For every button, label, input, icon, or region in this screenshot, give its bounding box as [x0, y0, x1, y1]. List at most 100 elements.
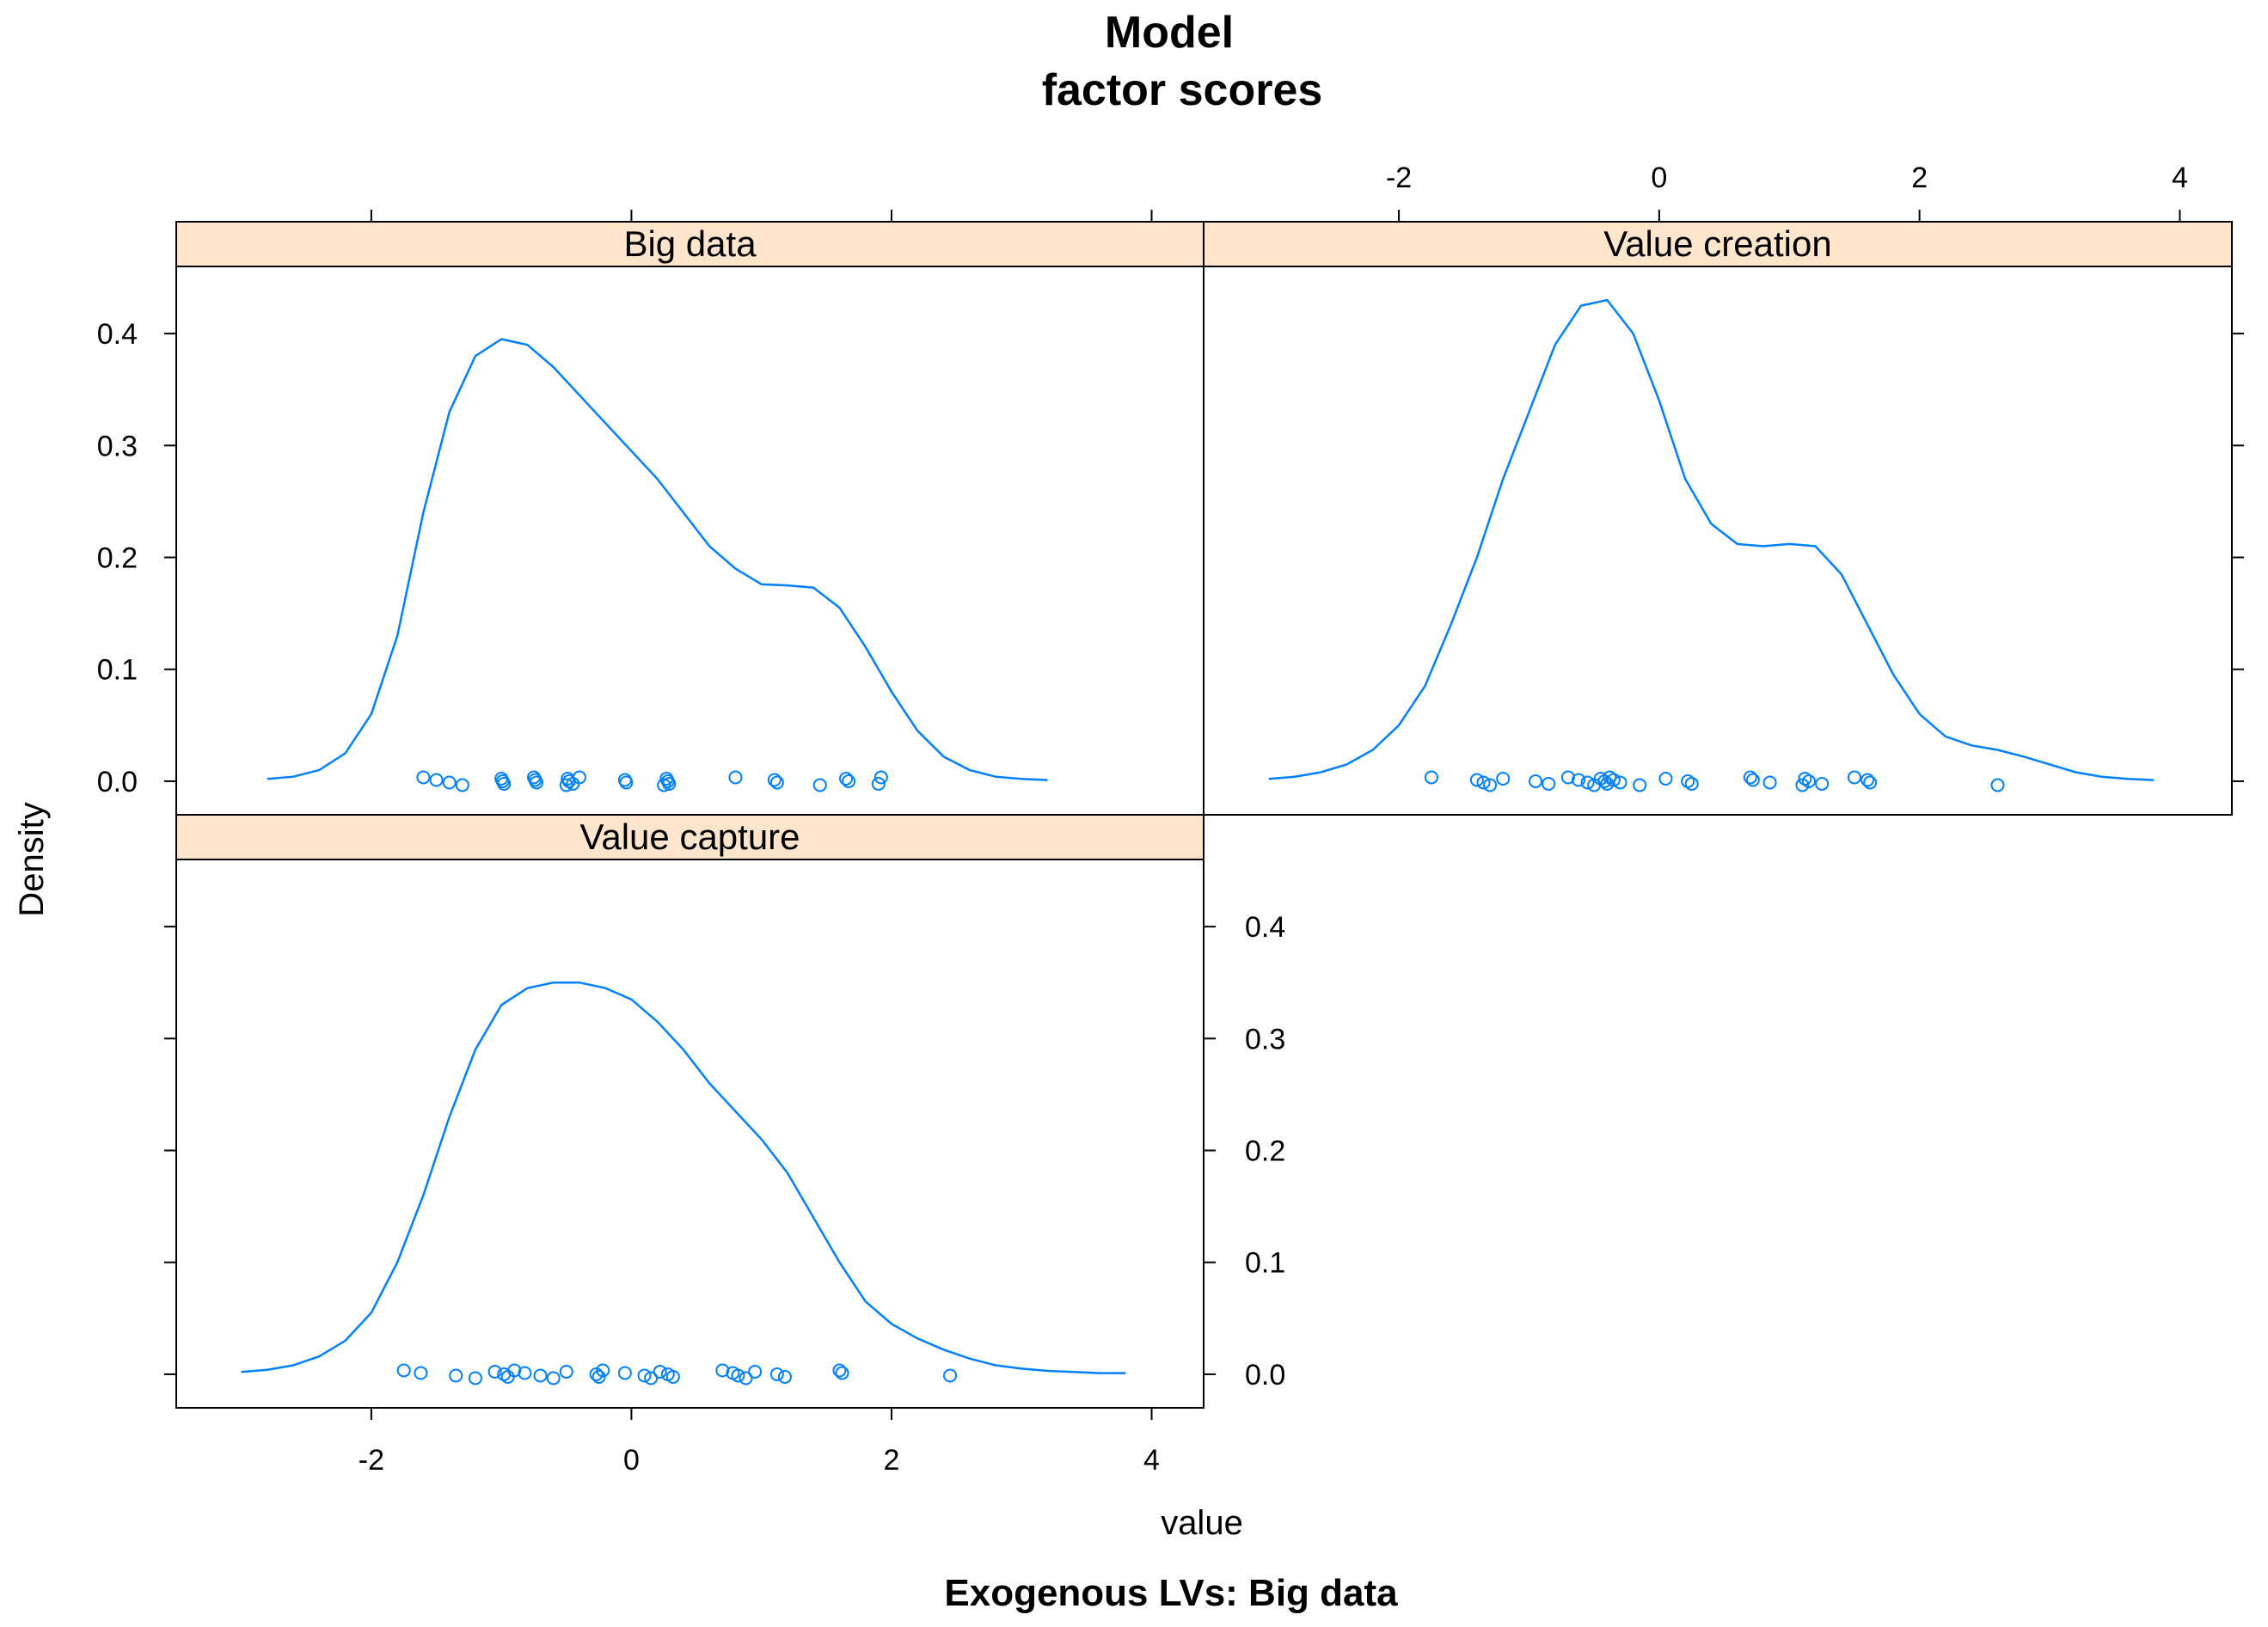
data-point-1-17 — [1633, 778, 1647, 792]
data-point-2-10 — [546, 1371, 561, 1385]
data-point-2-20 — [665, 1369, 680, 1384]
density-curve-0 — [267, 338, 1048, 781]
data-point-1-0 — [1424, 770, 1438, 785]
data-point-2-7 — [507, 1363, 522, 1378]
panel-0: Big data — [175, 221, 1204, 816]
data-point-1-7 — [1560, 770, 1575, 785]
y-left-top-tick-label-1: 0.1 — [97, 654, 138, 687]
x-axis-label: value — [1161, 1504, 1243, 1542]
data-point-2-14 — [596, 1363, 610, 1378]
data-point-1-6 — [1542, 776, 1556, 791]
data-point-1-29 — [1860, 773, 1875, 787]
density-curve-1 — [1268, 298, 2155, 781]
data-point-2-1 — [414, 1366, 428, 1380]
data-point-2-2 — [449, 1368, 463, 1383]
data-point-1-26 — [1801, 774, 1816, 788]
data-point-1-28 — [1847, 770, 1861, 785]
data-point-1-30 — [1863, 775, 1878, 790]
chart-title-line1: Model — [1105, 8, 1234, 58]
data-point-1-8 — [1572, 773, 1586, 787]
data-point-0-0 — [416, 770, 431, 785]
y-left-top-tick-label-2: 0.2 — [97, 542, 138, 575]
y-right-bottom-tick-label-1: 0.1 — [1245, 1247, 1285, 1280]
data-point-0-28 — [873, 770, 888, 785]
data-point-1-27 — [1815, 776, 1830, 791]
data-point-1-16 — [1613, 775, 1627, 790]
data-point-1-9 — [1580, 775, 1595, 790]
data-point-0-1 — [429, 773, 444, 787]
data-point-2-4 — [487, 1364, 502, 1379]
data-point-1-3 — [1483, 778, 1498, 792]
data-point-0-6 — [497, 776, 512, 791]
strip-label-2: Value capture — [579, 817, 800, 857]
data-point-0-9 — [530, 775, 544, 790]
data-point-0-3 — [455, 778, 469, 792]
data-point-0-2 — [442, 775, 457, 790]
panels-group: Big data Value creation Value capture — [175, 221, 2233, 1409]
data-point-1-4 — [1496, 771, 1511, 786]
data-point-2-16 — [637, 1368, 652, 1383]
data-point-1-2 — [1476, 775, 1491, 790]
x-top-right-tick-label-1: 0 — [1651, 162, 1667, 194]
y-left-top-tick-label-0: 0.0 — [97, 766, 138, 798]
data-point-1-1 — [1469, 773, 1484, 787]
x-top-right-tick-label-0: -2 — [1386, 162, 1412, 194]
data-point-0-14 — [572, 770, 586, 785]
footer-caption: Exogenous LVs: Big data — [944, 1572, 1398, 1614]
data-point-0-23 — [769, 775, 784, 790]
data-point-2-15 — [617, 1366, 632, 1380]
strip-label-1: Value creation — [1603, 223, 1831, 264]
data-point-0-21 — [728, 770, 743, 785]
y-axis-label: Density — [13, 802, 51, 916]
y-left-top-tick-label-4: 0.4 — [97, 318, 138, 351]
x-bottom-left-tick-label-1: 0 — [623, 1444, 640, 1477]
data-point-0-16 — [619, 775, 634, 790]
panel-1: Value creation — [1203, 221, 2233, 816]
panel-border-1 — [1203, 266, 2233, 816]
data-point-1-22 — [1745, 773, 1760, 787]
data-point-0-27 — [871, 776, 886, 791]
data-point-2-17 — [644, 1371, 659, 1385]
data-point-2-3 — [468, 1371, 482, 1385]
data-point-2-0 — [396, 1363, 411, 1378]
x-bottom-left-tick-label-3: 4 — [1143, 1444, 1160, 1477]
density-curve-2 — [241, 981, 1126, 1374]
data-point-2-9 — [533, 1368, 548, 1383]
data-point-0-20 — [662, 776, 677, 791]
data-point-2-8 — [518, 1366, 532, 1380]
data-point-2-29 — [835, 1366, 849, 1380]
x-bottom-left-tick-label-0: -2 — [359, 1444, 384, 1477]
data-point-2-24 — [739, 1371, 753, 1385]
panel-border-0 — [175, 266, 1204, 816]
y-right-bottom-tick-label-0: 0.0 — [1245, 1359, 1285, 1392]
data-point-2-21 — [715, 1363, 730, 1378]
x-top-right-tick-label-3: 4 — [2172, 162, 2188, 194]
y-left-top-tick-label-3: 0.3 — [97, 430, 138, 462]
data-point-0-22 — [767, 773, 782, 787]
strip-2 — [175, 814, 1204, 860]
data-point-2-11 — [559, 1364, 573, 1379]
strip-0 — [175, 221, 1204, 267]
data-point-1-23 — [1762, 775, 1777, 790]
y-right-bottom-tick-label-2: 0.2 — [1245, 1135, 1285, 1168]
data-point-0-17 — [657, 778, 671, 792]
data-point-0-26 — [842, 774, 856, 788]
panel-border-2 — [175, 859, 1204, 1409]
data-point-1-20 — [1684, 776, 1699, 791]
panel-2: Value capture — [175, 814, 1204, 1409]
data-point-1-18 — [1658, 771, 1673, 786]
data-point-2-18 — [653, 1364, 667, 1379]
strip-label-0: Big data — [623, 223, 757, 264]
x-top-right-tick-label-2: 2 — [1911, 162, 1928, 194]
data-point-1-5 — [1529, 774, 1543, 788]
axes-group: -2 0 2 4 -2 0 2 4 0.0 0.1 0.2 0.3 0.4 0.0 0.1 0.2 0.3 0.4 — [97, 162, 2244, 1477]
data-point-0-24 — [812, 778, 827, 792]
data-point-2-25 — [748, 1364, 763, 1379]
x-bottom-left-tick-label-2: 2 — [884, 1444, 900, 1477]
data-point-2-26 — [769, 1367, 784, 1381]
data-point-1-15 — [1606, 773, 1621, 787]
data-point-2-23 — [731, 1368, 745, 1383]
data-point-1-31 — [1990, 778, 2005, 792]
data-point-2-30 — [943, 1368, 958, 1383]
